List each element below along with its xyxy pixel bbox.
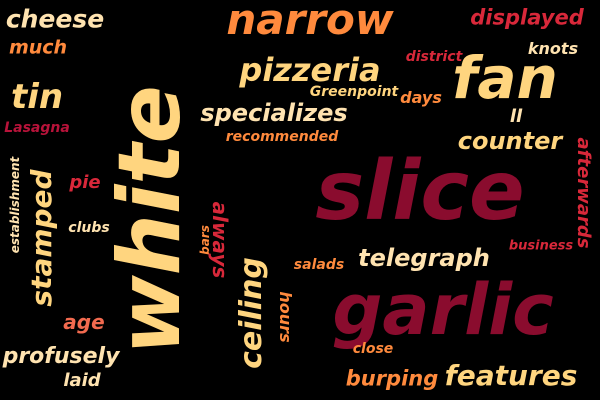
word-garlic: garlic	[332, 269, 554, 351]
word-establishment: establishment	[8, 156, 22, 254]
word-recommended: recommended	[225, 129, 339, 145]
word-stamped: stamped	[25, 169, 58, 307]
word-district: district	[405, 49, 463, 65]
word-slice: slice	[315, 144, 525, 239]
word-greenpoint: Greenpoint	[309, 84, 399, 100]
word-laid: laid	[63, 370, 101, 391]
word-tin: tin	[10, 77, 64, 117]
word-ceiling: ceiling	[234, 257, 269, 369]
word-white: white	[100, 85, 200, 355]
word-cheese: cheese	[5, 4, 105, 34]
word-clubs: clubs	[68, 220, 110, 236]
word-burping: burping	[345, 366, 439, 391]
word-hours: hours	[276, 291, 295, 343]
word-telegraph: telegraph	[358, 244, 490, 272]
word-much: much	[8, 36, 68, 59]
word-knots: knots	[527, 39, 579, 58]
word-pizzeria: pizzeria	[239, 51, 381, 89]
word-business: business	[508, 238, 574, 254]
word-always: always	[208, 201, 232, 279]
word-afterwards: afterwards	[573, 137, 594, 249]
word-narrow: narrow	[226, 0, 394, 44]
word-lasagna: Lasagna	[4, 120, 70, 136]
word-pie: pie	[69, 172, 101, 193]
word-specializes: specializes	[200, 99, 348, 127]
word-fan: fan	[452, 44, 558, 112]
word-days: days	[400, 88, 442, 107]
word-profusely: profusely	[2, 344, 120, 369]
word-counter: counter	[457, 127, 563, 155]
word-close: close	[352, 341, 394, 357]
word-age: age	[63, 310, 105, 334]
word-displayed: displayed	[470, 5, 584, 30]
word-ll: ll	[509, 106, 523, 127]
word-features: features	[444, 359, 578, 392]
word-salads: salads	[293, 257, 345, 273]
